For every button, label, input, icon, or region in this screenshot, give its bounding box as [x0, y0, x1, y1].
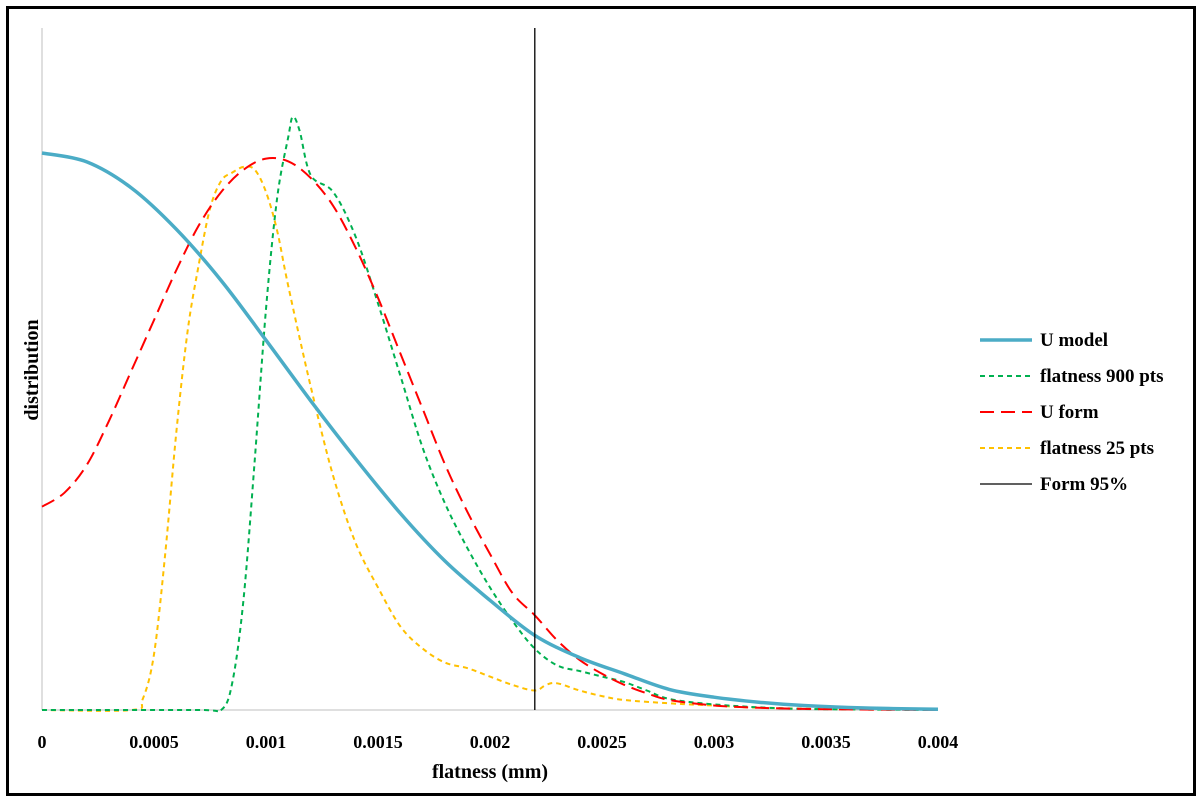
x-tick-label: 0.002: [470, 732, 511, 752]
legend: U model flatness 900 pts U form flatness 25…: [980, 330, 1164, 495]
series-line-flatness-900-pts: [42, 115, 939, 714]
x-tick-label: 0.0015: [353, 732, 403, 752]
legend-label: flatness 25 pts: [1040, 438, 1154, 459]
x-tick-label: 0.003: [694, 732, 735, 752]
legend-label: U form: [1040, 402, 1099, 423]
series-line-flatness-25-pts: [41, 165, 939, 712]
series-line-u-model: [41, 151, 939, 711]
y-axis-title: distribution: [21, 319, 43, 420]
x-tick-label: 0.0035: [801, 732, 851, 752]
x-tick-label: 0.0025: [577, 732, 627, 752]
legend-label: Form 95%: [1040, 474, 1128, 495]
series-line-u-form: [41, 156, 939, 711]
x-tick-label: 0.004: [918, 732, 959, 752]
x-tick-labels: 0 0.0005 0.001 0.0015 0.002 0.0025 0.003 0.0035…: [38, 732, 959, 752]
legend-label: U model: [1040, 330, 1108, 351]
x-tick-label: 0: [38, 732, 47, 752]
legend-label: flatness 900 pts: [1040, 366, 1164, 387]
series-layer: [41, 115, 939, 714]
x-axis-title: flatness (mm): [432, 761, 548, 783]
x-tick-label: 0.001: [246, 732, 287, 752]
x-tick-label: 0.0005: [129, 732, 179, 752]
